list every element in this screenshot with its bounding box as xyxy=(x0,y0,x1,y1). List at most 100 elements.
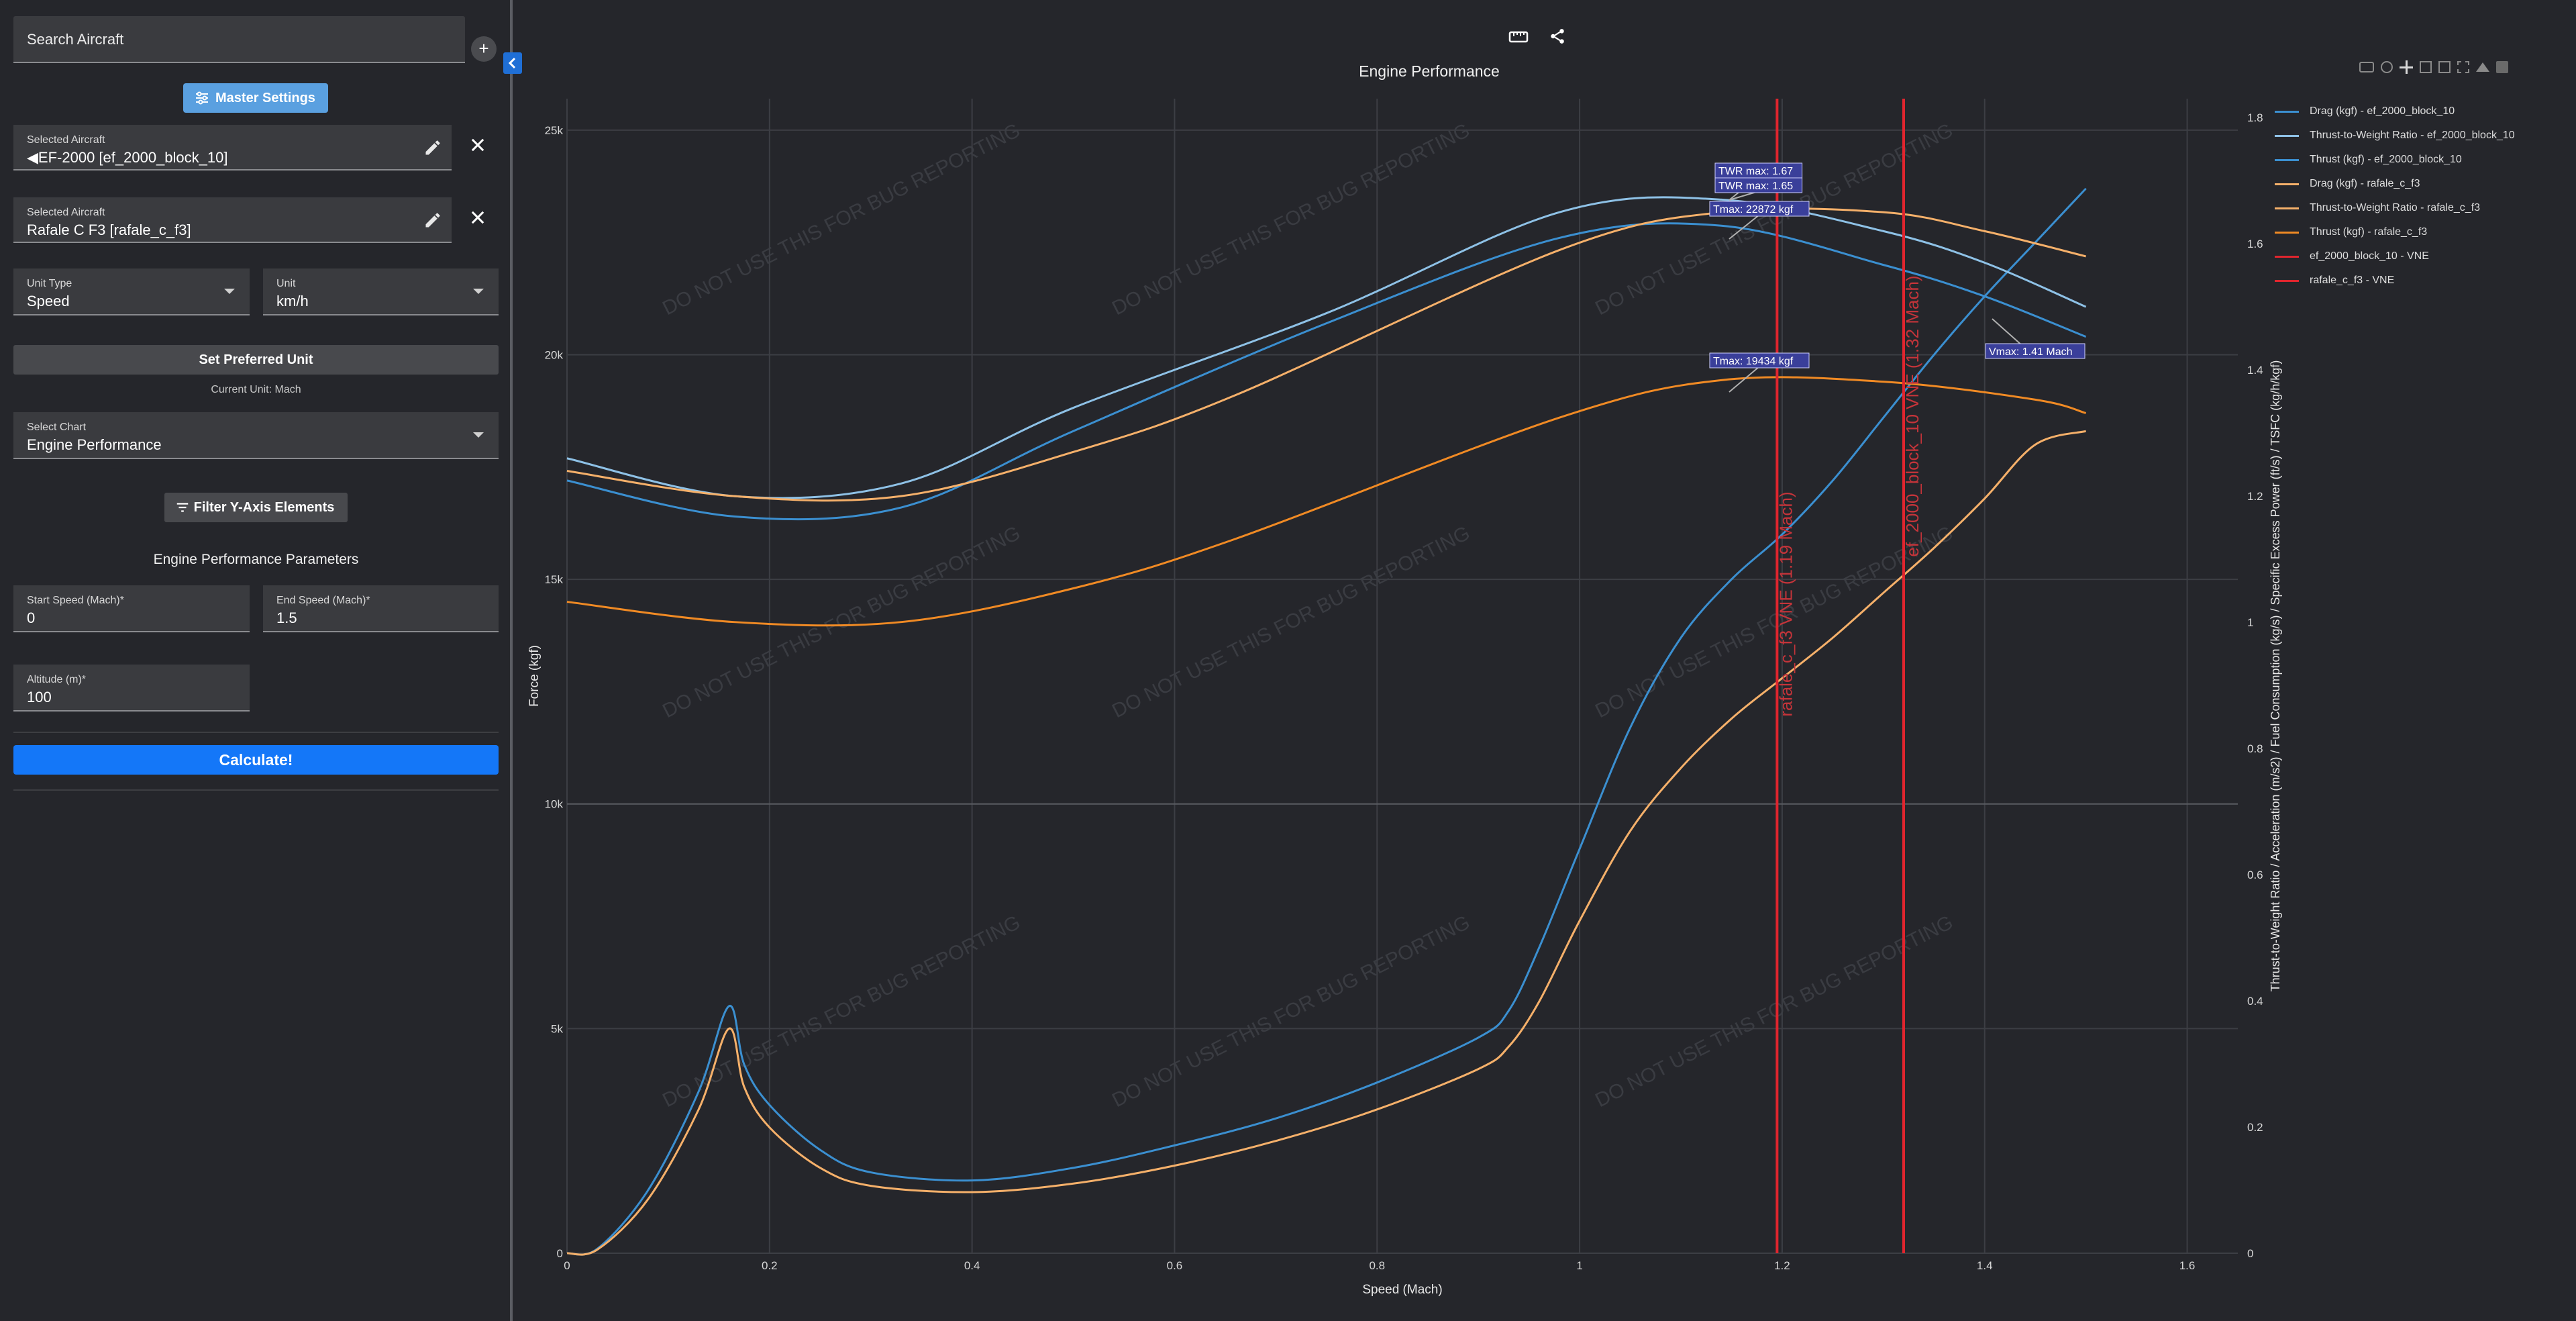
selected-aircraft-value: ◀EF-2000 [ef_2000_block_10] xyxy=(27,149,228,166)
search-placeholder: Search Aircraft xyxy=(27,31,124,48)
start-speed-field[interactable]: Start Speed (Mach)* 0 xyxy=(13,585,250,632)
altitude-label: Altitude (m)* xyxy=(27,674,87,685)
legend-swatch xyxy=(2275,158,2299,161)
series-line xyxy=(566,196,2087,499)
share-icon[interactable] xyxy=(1549,27,1566,46)
home-icon[interactable] xyxy=(2476,62,2489,72)
legend-item[interactable]: Drag (kgf) - rafale_c_f3 xyxy=(2275,172,2515,196)
chevron-down-icon xyxy=(224,289,235,294)
legend-label: Thrust-to-Weight Ratio - ef_2000_block_1… xyxy=(2310,130,2515,141)
x-tick-label: 0.6 xyxy=(1167,1259,1183,1272)
current-unit-text: Current Unit: Mach xyxy=(211,384,301,395)
unit-value: km/h xyxy=(276,293,309,309)
watermark-text: DO NOT USE THIS FOR BUG REPORTING xyxy=(1109,522,1474,722)
unit-type-select[interactable]: Unit Type Speed xyxy=(13,268,250,315)
camera-icon[interactable] xyxy=(2359,62,2374,72)
calculate-button[interactable]: Calculate! xyxy=(13,745,499,775)
set-preferred-unit-button[interactable]: Set Preferred Unit xyxy=(13,345,499,375)
ruler-icon[interactable] xyxy=(1508,30,1529,44)
filter-y-axis-button[interactable]: Filter Y-Axis Elements xyxy=(164,493,348,522)
y2-tick-label: 1.2 xyxy=(2247,490,2263,503)
legend-item[interactable]: Thrust (kgf) - ef_2000_block_10 xyxy=(2275,148,2515,172)
y-axis-title: Force (kgf) xyxy=(527,645,542,707)
end-speed-field[interactable]: End Speed (Mach)* 1.5 xyxy=(263,585,499,632)
zoom-icon[interactable] xyxy=(2381,61,2393,73)
watermark-text: DO NOT USE THIS FOR BUG REPORTING xyxy=(659,522,1024,722)
unit-type-label: Unit Type xyxy=(27,278,72,289)
watermark-text: DO NOT USE THIS FOR BUG REPORTING xyxy=(659,119,1024,320)
legend-swatch xyxy=(2275,255,2299,258)
chevron-down-icon xyxy=(473,432,484,438)
add-aircraft-button[interactable]: + xyxy=(471,36,497,62)
engine-performance-chart[interactable]: DO NOT USE THIS FOR BUG REPORTING DO NOT … xyxy=(513,0,2576,1321)
annotation-label: TWR max: 1.65 xyxy=(1718,181,1793,192)
remove-aircraft-1-close-icon[interactable] xyxy=(468,136,487,154)
pan-icon[interactable] xyxy=(2400,60,2413,74)
annotation-label: Tmax: 19434 kgf xyxy=(1713,356,1794,367)
legend-item[interactable]: Thrust-to-Weight Ratio - rafale_c_f3 xyxy=(2275,196,2515,220)
selected-aircraft-field-2[interactable]: Selected Aircraft Rafale C F3 [rafale_c_… xyxy=(13,197,452,243)
set-preferred-unit-label: Set Preferred Unit xyxy=(199,352,313,367)
series-line xyxy=(566,222,2087,521)
master-settings-button[interactable]: Master Settings xyxy=(183,83,328,113)
legend-swatch xyxy=(2275,134,2299,137)
plot-modebar xyxy=(2359,58,2508,77)
legend-item[interactable]: Thrust-to-Weight Ratio - ef_2000_block_1… xyxy=(2275,124,2515,148)
legend-swatch xyxy=(2275,110,2299,113)
x-tick-label: 1.4 xyxy=(1977,1259,1993,1272)
zoom-out-icon[interactable] xyxy=(2438,61,2451,73)
legend-label: Drag (kgf) - rafale_c_f3 xyxy=(2310,178,2420,189)
y2-tick-label: 1.4 xyxy=(2247,364,2263,377)
legend-label: Thrust (kgf) - rafale_c_f3 xyxy=(2310,226,2428,238)
y2-tick-label: 0.6 xyxy=(2247,869,2263,881)
y-tick-label: 20k xyxy=(545,348,564,361)
legend-item[interactable]: ef_2000_block_10 - VNE xyxy=(2275,244,2515,268)
x-tick-label: 1.2 xyxy=(1774,1259,1790,1272)
remove-aircraft-2-close-icon[interactable] xyxy=(468,208,487,227)
filter-y-axis-label: Filter Y-Axis Elements xyxy=(193,500,335,515)
legend-label: Thrust (kgf) - ef_2000_block_10 xyxy=(2310,154,2462,165)
collapse-sidebar-button[interactable] xyxy=(503,52,522,74)
altitude-field[interactable]: Altitude (m)* 100 xyxy=(13,665,250,712)
chart-title: Engine Performance xyxy=(1359,62,1500,80)
legend-item[interactable]: rafale_c_f3 - VNE xyxy=(2275,268,2515,293)
series-line xyxy=(566,207,2087,502)
series-line xyxy=(566,187,2087,1256)
legend-item[interactable]: Thrust (kgf) - rafale_c_f3 xyxy=(2275,220,2515,244)
y-tick-label: 0 xyxy=(557,1247,563,1260)
legend-swatch xyxy=(2275,231,2299,234)
watermark-text: DO NOT USE THIS FOR BUG REPORTING xyxy=(1109,911,1474,1112)
select-chart-dropdown[interactable]: Select Chart Engine Performance xyxy=(13,412,499,459)
search-input[interactable]: Search Aircraft xyxy=(13,16,465,63)
annotation-arrow xyxy=(1729,214,1760,240)
y-tick-label: 25k xyxy=(545,124,564,137)
annotation-label: TWR max: 1.67 xyxy=(1718,166,1793,177)
selected-aircraft-field-1[interactable]: Selected Aircraft ◀EF-2000 [ef_2000_bloc… xyxy=(13,125,452,170)
y2-tick-label: 0.4 xyxy=(2247,995,2263,1008)
unit-select[interactable]: Unit km/h xyxy=(263,268,499,315)
divider xyxy=(13,732,499,733)
edit-pencil-icon[interactable] xyxy=(423,138,442,157)
zoom-in-icon[interactable] xyxy=(2420,61,2432,73)
unit-label: Unit xyxy=(276,278,296,289)
end-speed-value: 1.5 xyxy=(276,609,297,626)
watermark-text: DO NOT USE THIS FOR BUG REPORTING xyxy=(659,911,1024,1112)
y-tick-label: 15k xyxy=(545,573,564,586)
series-line xyxy=(566,376,2087,627)
legend-swatch xyxy=(2275,279,2299,282)
legend-swatch xyxy=(2275,183,2299,185)
sidebar: Search Aircraft + Master Settings Select… xyxy=(0,0,522,1321)
annotation-box xyxy=(1985,343,2085,359)
watermark-text: DO NOT USE THIS FOR BUG REPORTING xyxy=(1109,119,1474,320)
divider xyxy=(13,789,499,791)
autoscale-icon[interactable] xyxy=(2457,61,2469,73)
legend-item[interactable]: Drag (kgf) - ef_2000_block_10 xyxy=(2275,99,2515,124)
vne-label: ef_2000_block_10 VNE (1.32 Mach) xyxy=(1902,275,1922,556)
watermark-text: DO NOT USE THIS FOR BUG REPORTING xyxy=(1592,911,1957,1112)
y2-tick-label: 1.8 xyxy=(2247,111,2263,124)
y-tick-label: 10k xyxy=(545,798,564,811)
plotly-logo-icon[interactable] xyxy=(2496,61,2508,73)
edit-pencil-icon[interactable] xyxy=(423,211,442,230)
annotation-label: Tmax: 22872 kgf xyxy=(1713,204,1794,215)
x-tick-label: 1 xyxy=(1576,1259,1582,1272)
